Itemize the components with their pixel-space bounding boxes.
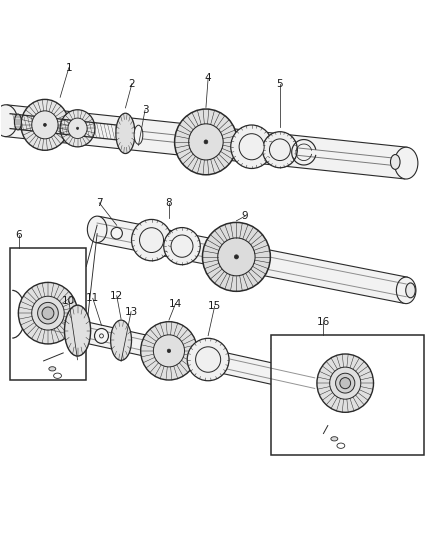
- Ellipse shape: [64, 305, 91, 356]
- Text: 15: 15: [208, 301, 221, 311]
- Ellipse shape: [46, 311, 50, 315]
- Ellipse shape: [87, 216, 107, 243]
- Ellipse shape: [171, 235, 193, 257]
- Text: 7: 7: [96, 198, 102, 208]
- Text: 16: 16: [317, 317, 330, 327]
- Ellipse shape: [42, 307, 54, 319]
- Ellipse shape: [141, 322, 197, 380]
- Text: 8: 8: [166, 198, 172, 208]
- Ellipse shape: [32, 111, 58, 139]
- Ellipse shape: [60, 110, 95, 147]
- Ellipse shape: [406, 283, 415, 298]
- Text: 4: 4: [205, 73, 212, 83]
- Ellipse shape: [111, 228, 122, 239]
- Text: 10: 10: [62, 296, 75, 306]
- Ellipse shape: [262, 132, 297, 168]
- Text: 1: 1: [66, 63, 72, 72]
- Ellipse shape: [234, 255, 238, 259]
- Ellipse shape: [167, 349, 171, 353]
- Text: 2: 2: [129, 78, 135, 88]
- Ellipse shape: [18, 282, 78, 344]
- Text: 6: 6: [15, 230, 22, 240]
- Ellipse shape: [391, 155, 400, 169]
- Polygon shape: [95, 216, 408, 303]
- Ellipse shape: [99, 334, 103, 338]
- Ellipse shape: [38, 302, 58, 324]
- Ellipse shape: [140, 228, 163, 253]
- Ellipse shape: [44, 314, 59, 335]
- Ellipse shape: [187, 338, 229, 381]
- Ellipse shape: [340, 377, 350, 389]
- Ellipse shape: [317, 354, 374, 413]
- Ellipse shape: [131, 220, 172, 261]
- Ellipse shape: [175, 109, 237, 175]
- Text: 13: 13: [124, 306, 138, 317]
- Ellipse shape: [53, 373, 61, 378]
- Ellipse shape: [343, 382, 347, 385]
- Ellipse shape: [394, 147, 418, 179]
- Ellipse shape: [95, 328, 109, 343]
- Ellipse shape: [43, 123, 46, 126]
- Ellipse shape: [32, 296, 64, 330]
- Ellipse shape: [21, 99, 69, 150]
- Ellipse shape: [337, 443, 345, 448]
- Ellipse shape: [336, 373, 355, 393]
- Ellipse shape: [231, 125, 272, 168]
- Text: 11: 11: [86, 293, 99, 303]
- Ellipse shape: [331, 437, 338, 441]
- Ellipse shape: [269, 139, 290, 160]
- Ellipse shape: [239, 134, 264, 160]
- Text: 9: 9: [242, 211, 248, 221]
- Ellipse shape: [0, 105, 18, 136]
- Polygon shape: [10, 248, 86, 381]
- Ellipse shape: [164, 228, 200, 265]
- Ellipse shape: [396, 277, 416, 304]
- Ellipse shape: [196, 347, 221, 372]
- Ellipse shape: [77, 127, 78, 130]
- Polygon shape: [271, 335, 424, 455]
- Ellipse shape: [218, 238, 255, 276]
- Ellipse shape: [68, 118, 87, 139]
- Ellipse shape: [189, 124, 223, 160]
- Text: 3: 3: [142, 105, 148, 115]
- Polygon shape: [5, 105, 407, 179]
- Polygon shape: [50, 314, 316, 393]
- Ellipse shape: [204, 140, 208, 144]
- Ellipse shape: [153, 335, 184, 367]
- Ellipse shape: [49, 367, 56, 371]
- Text: 14: 14: [169, 298, 182, 309]
- Ellipse shape: [307, 373, 322, 394]
- Ellipse shape: [111, 320, 131, 360]
- Ellipse shape: [116, 113, 135, 154]
- Text: 12: 12: [110, 290, 124, 301]
- Ellipse shape: [202, 222, 270, 292]
- Text: 5: 5: [277, 78, 283, 88]
- Ellipse shape: [14, 114, 21, 130]
- Ellipse shape: [330, 367, 361, 399]
- Ellipse shape: [134, 125, 143, 144]
